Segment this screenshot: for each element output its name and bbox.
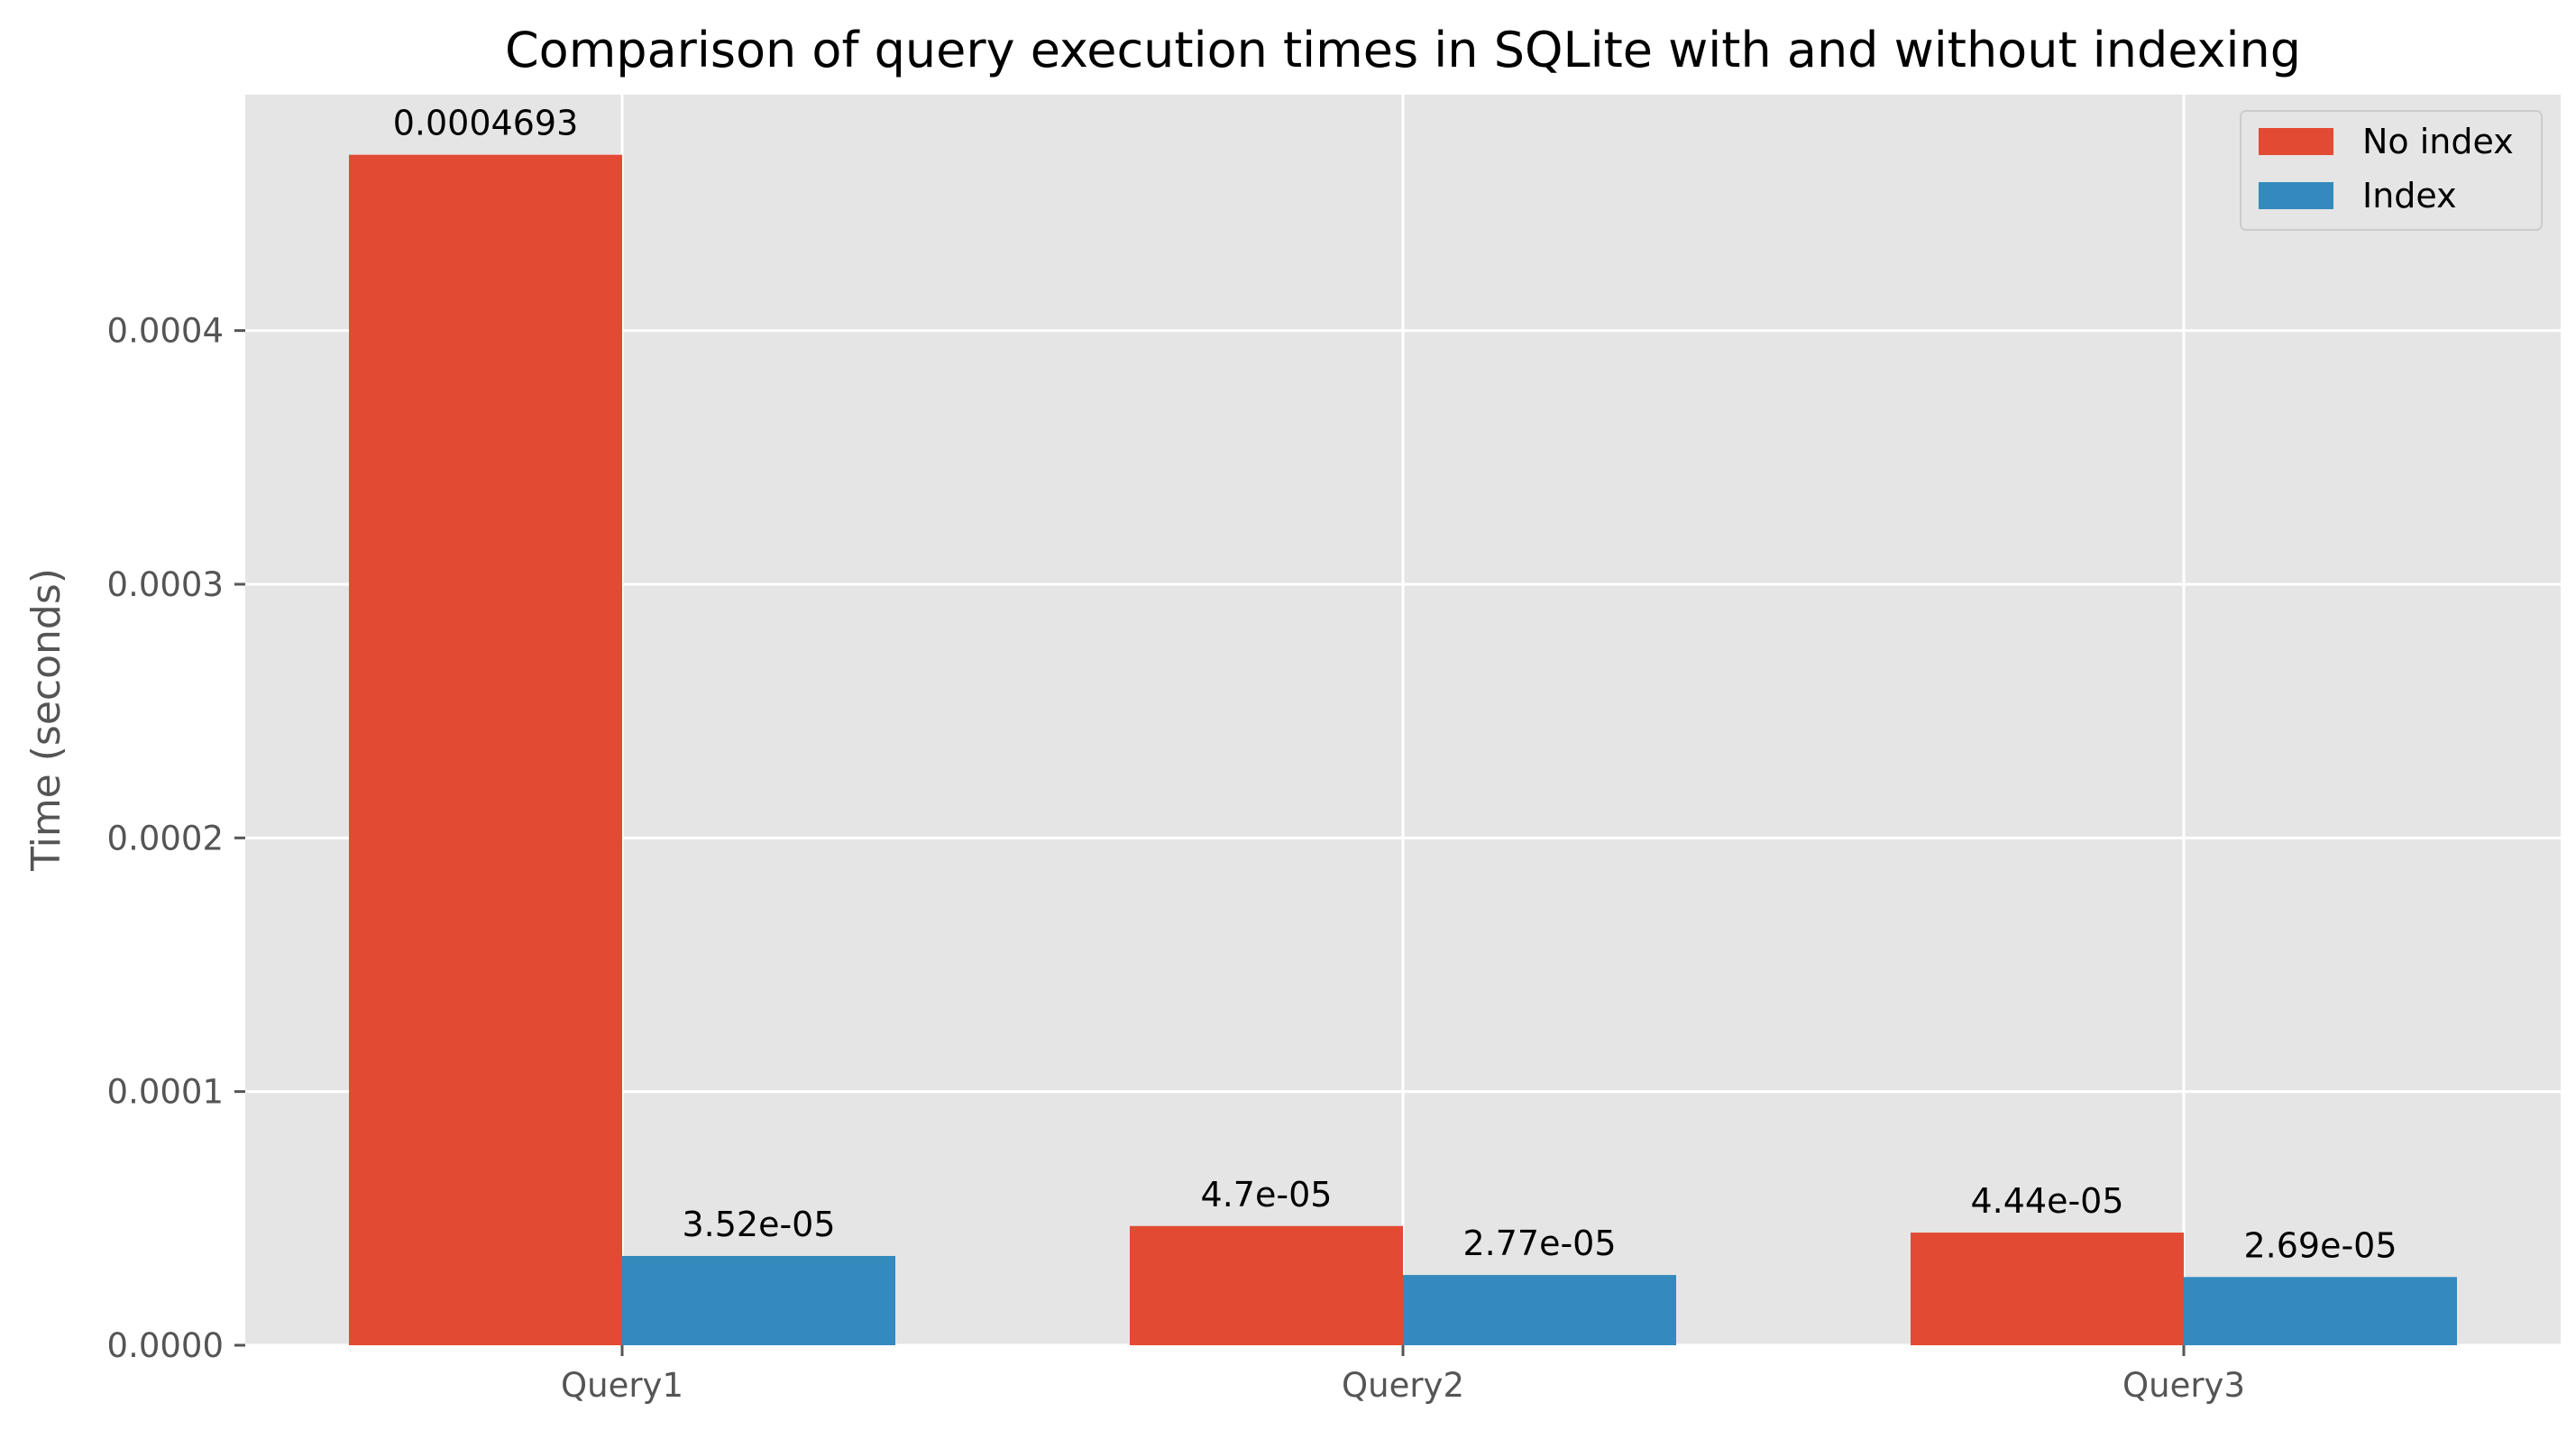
bars: [349, 154, 2457, 1346]
x-tick-label: Query2: [1342, 1366, 1464, 1405]
bar-index: [2184, 1277, 2457, 1345]
y-tick-label: 0.0004: [107, 312, 224, 351]
bar-value-labels: 0.0004693 4.7e-05 4.44e-05 3.52e-05 2.77e-05…: [393, 104, 2397, 1266]
bar-value-label: 3.52e-05: [682, 1205, 835, 1244]
bar-index: [1403, 1275, 1676, 1345]
x-tick-label: Query1: [561, 1366, 683, 1405]
y-tick-label: 0.0002: [107, 819, 224, 857]
bar-value-label: 2.77e-05: [1462, 1224, 1616, 1263]
chart-title: Comparison of query execution times in S…: [505, 22, 2301, 78]
legend: No index Index: [2240, 110, 2543, 231]
legend-label-index: Index: [2362, 176, 2457, 215]
bar-value-label: 0.0004693: [393, 104, 579, 143]
bar-value-label: 4.7e-05: [1201, 1175, 1333, 1215]
y-tick-label: 0.0003: [107, 565, 224, 604]
axis-ticks: 0.0000 0.0001 0.0002 0.0003 0.0004 Query1 Quer…: [107, 312, 2245, 1405]
legend-swatch-index: [2259, 182, 2333, 209]
legend-swatch-no-index: [2259, 128, 2333, 155]
y-tick-label: 0.0001: [107, 1073, 224, 1112]
bar-no-index: [1911, 1233, 2184, 1345]
y-tick-label: 0.0000: [107, 1326, 224, 1365]
y-axis-label: Time (seconds): [23, 568, 69, 872]
x-tick-label: Query3: [2122, 1366, 2245, 1405]
legend-label-no-index: No index: [2362, 122, 2514, 161]
bar-value-label: 2.69e-05: [2243, 1225, 2397, 1265]
bar-no-index: [1130, 1225, 1403, 1345]
bar-value-label: 4.44e-05: [1970, 1181, 2123, 1221]
bar-no-index: [349, 154, 622, 1346]
bar-index: [622, 1255, 895, 1345]
